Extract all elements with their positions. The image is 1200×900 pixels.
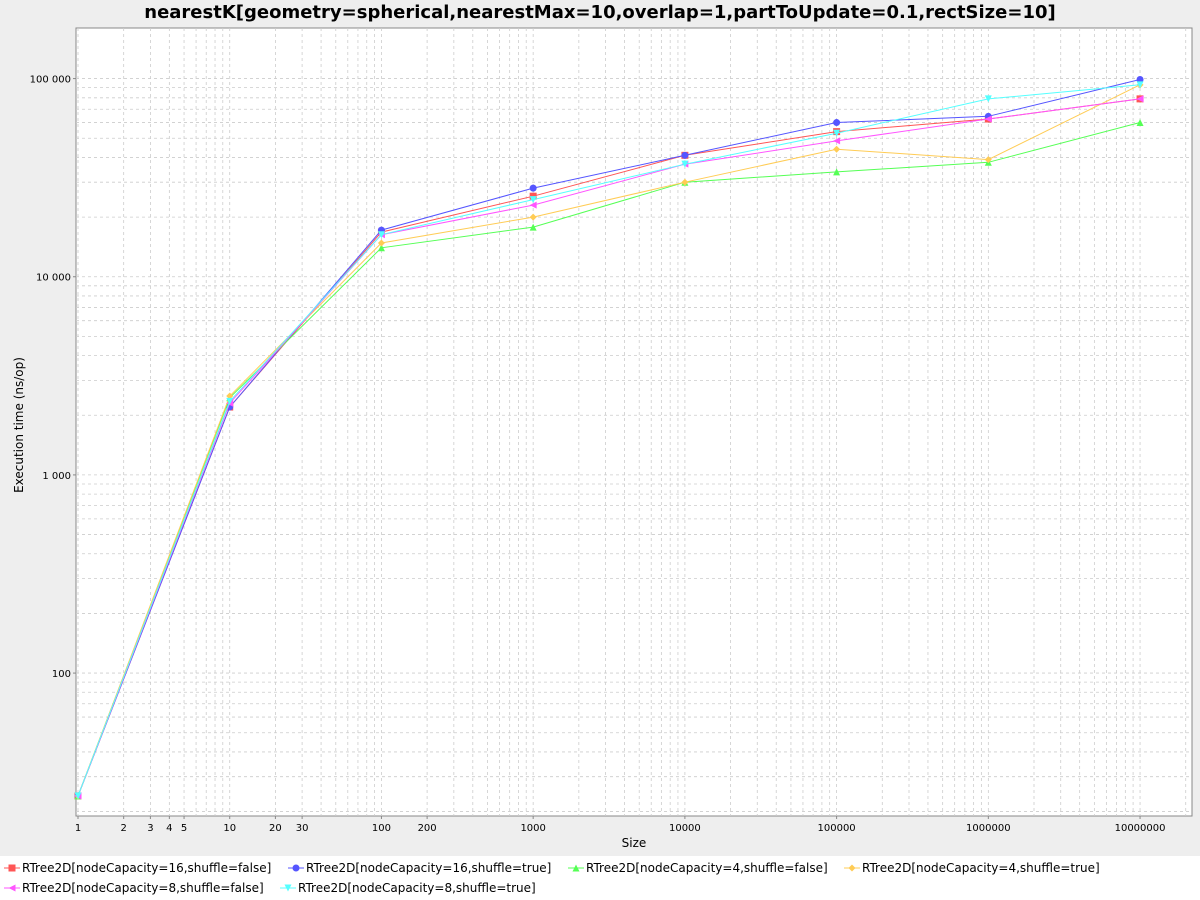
legend-label: RTree2D[nodeCapacity=16,shuffle=false] [22,861,272,875]
legend-item: RTree2D[nodeCapacity=8,shuffle=false] [4,879,264,897]
legend-marker [8,864,16,872]
chart-plot: 1 2 3 4 5 10 20 30 100 200 1000 10000 100000 1000000 1… [30,27,1193,834]
legend-swatch [4,864,20,872]
legend-marker [284,884,292,892]
x-tick-label: 2 [120,823,126,834]
x-tick-label: 30 [296,823,309,834]
x-tick-label: 3 [147,823,153,834]
plot-area [75,27,1193,817]
x-tick-label: 4 [166,823,172,834]
legend-swatch [4,884,20,892]
data-point [377,231,385,239]
data-point [681,151,689,159]
data-point [984,156,992,164]
data-point [377,244,385,252]
data-point [984,115,992,123]
series-line [77,84,1141,797]
y-tick-label: 100 [52,669,71,680]
legend-swatch [568,864,584,872]
data-point [833,119,841,127]
legend-item: RTree2D[nodeCapacity=4,shuffle=false] [568,859,828,877]
data-point [833,145,841,153]
x-axis-label: Size [621,836,647,850]
data-point [833,129,841,137]
legend: RTree2D[nodeCapacity=16,shuffle=false] RT… [0,856,1200,900]
series-line [77,122,1141,797]
x-tick-label: 5 [181,823,187,834]
legend-marker [8,884,16,892]
legend-swatch [280,884,296,892]
data-point [1136,81,1144,89]
chart-title: nearestK[geometry=spherical,nearestMax=1… [144,2,1056,23]
legend-label: RTree2D[nodeCapacity=8,shuffle=true] [298,881,536,895]
series-6 [74,81,1144,800]
legend-label: RTree2D[nodeCapacity=4,shuffle=true] [862,861,1100,875]
data-point [1136,75,1144,83]
data-point [226,392,234,400]
legend-item: RTree2D[nodeCapacity=16,shuffle=true] [288,859,551,877]
x-tick-label: 10 [223,823,236,834]
axis-ticks: 1 2 3 4 5 10 20 30 100 200 1000 10000 100000 1000000 1… [30,75,1166,834]
x-tick-label: 100000 [818,823,856,834]
x-tick-label: 10000000 [1115,823,1166,834]
data-point [1136,95,1144,103]
data-point [1136,119,1144,127]
legend-swatch [844,864,860,872]
data-point [529,196,537,204]
y-tick-label: 100 000 [30,75,71,86]
legend-label: RTree2D[nodeCapacity=16,shuffle=true] [306,861,552,875]
legend-marker [292,864,300,872]
x-tick-label: 10000 [669,823,701,834]
series-layer [74,75,1144,800]
legend-label: RTree2D[nodeCapacity=8,shuffle=false] [22,881,264,895]
y-tick-label: 1 000 [42,471,71,482]
series-line [77,79,1141,797]
grid [76,28,1192,816]
data-point [681,160,689,168]
y-tick-label: 10 000 [36,273,71,284]
data-point [377,239,385,247]
x-tick-label: 1000000 [966,823,1011,834]
legend-marker [848,864,856,872]
series-line [77,98,1141,797]
x-tick-label: 1 [75,823,81,834]
data-point [226,397,234,405]
data-point [681,178,689,186]
legend-marker [572,864,580,872]
legend-label: RTree2D[nodeCapacity=4,shuffle=false] [586,861,828,875]
data-point [529,201,537,209]
x-tick-label: 20 [269,823,282,834]
data-point [529,213,537,221]
legend-item: RTree2D[nodeCapacity=8,shuffle=true] [280,879,536,897]
series-line [77,84,1141,797]
legend-swatch [288,864,304,872]
data-point [529,184,537,192]
x-tick-label: 100 [372,823,391,834]
data-point [984,95,992,103]
legend-item: RTree2D[nodeCapacity=16,shuffle=false] [4,859,271,877]
data-point [74,792,82,800]
x-tick-label: 1000 [520,823,545,834]
data-point [833,137,841,145]
legend-item: RTree2D[nodeCapacity=4,shuffle=true] [844,859,1100,877]
data-point [833,168,841,176]
x-tick-label: 200 [418,823,437,834]
data-point [529,223,537,231]
